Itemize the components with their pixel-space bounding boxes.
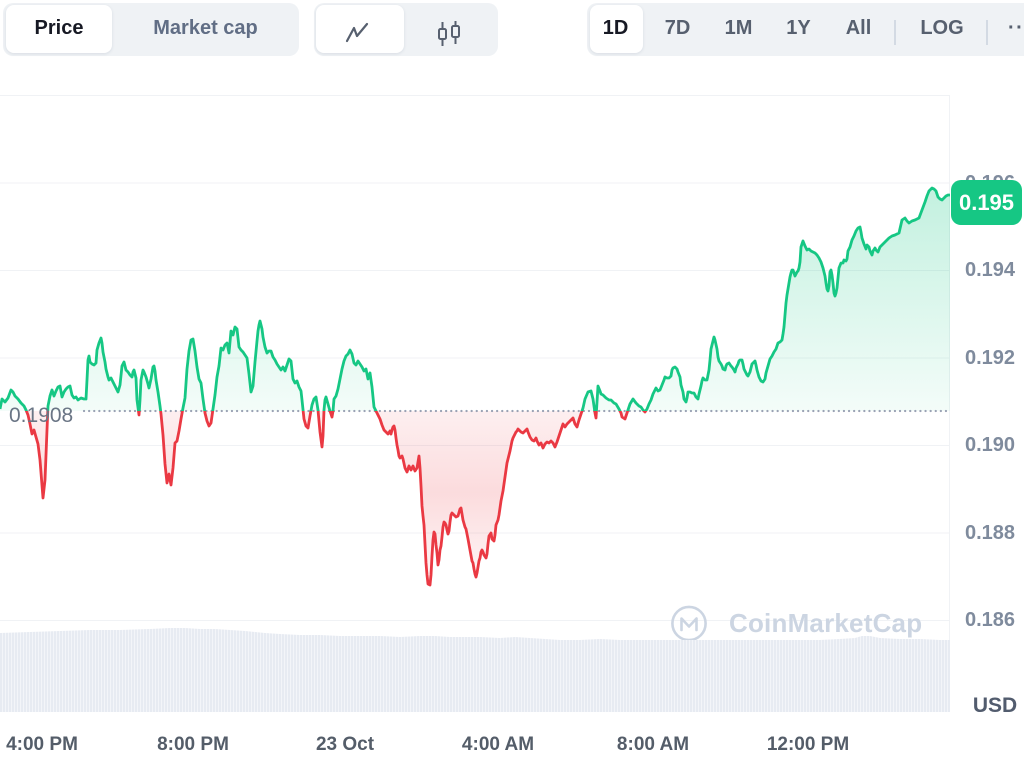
svg-text:CoinMarketCap: CoinMarketCap (729, 608, 922, 638)
